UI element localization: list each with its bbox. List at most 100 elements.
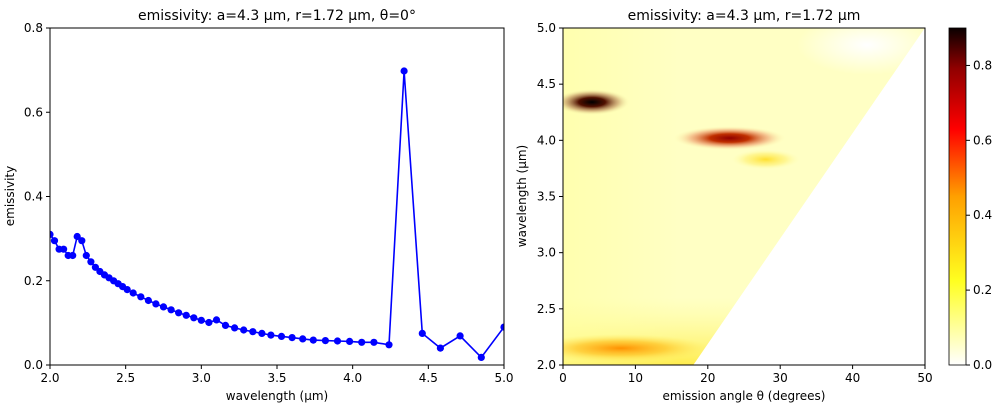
data-point <box>231 324 239 332</box>
data-point <box>167 306 175 314</box>
data-point <box>190 314 198 322</box>
data-point <box>277 332 286 340</box>
colorbar-tick-label: 0.2 <box>973 283 992 297</box>
y-tick-label: 2.5 <box>537 302 556 316</box>
line-chart-title: emissivity: a=4.3 μm, r=1.72 μm, θ=0° <box>138 8 416 24</box>
data-point <box>221 321 230 329</box>
y-tick-label: 0.4 <box>24 190 43 204</box>
emissivity-points <box>50 67 504 361</box>
data-point <box>212 316 221 324</box>
colorbar: 0.0 0.2 0.4 0.6 0.8 <box>948 27 992 372</box>
heatmap-image <box>563 28 925 365</box>
data-point <box>73 232 81 241</box>
y-tick-label: 0.2 <box>24 274 43 288</box>
data-point <box>400 67 408 75</box>
data-point <box>182 311 190 319</box>
data-point <box>197 316 205 324</box>
data-point <box>60 245 68 253</box>
heatmap-frame <box>562 27 926 366</box>
heatmap-ticks: 0 10 20 30 40 50 2.0 2.5 3.0 3.5 4.0 4.5 5.0 <box>537 21 933 385</box>
heatmap-ylabel: wavelength (μm) <box>515 145 529 247</box>
line-chart-xlabel: wavelength (μm) <box>226 389 328 403</box>
y-tick-label: 4.0 <box>537 133 556 147</box>
x-tick-label: 3.5 <box>267 371 286 385</box>
colorbar-tick-label: 0.0 <box>973 358 992 372</box>
data-point <box>205 318 213 327</box>
x-tick-label: 20 <box>700 371 715 385</box>
data-point <box>123 286 131 294</box>
data-point <box>477 353 485 361</box>
y-tick-label: 2.0 <box>537 358 556 372</box>
y-tick-label: 4.5 <box>537 77 556 91</box>
colorbar-gradient <box>948 27 967 366</box>
data-point <box>321 337 329 345</box>
data-point <box>50 237 59 245</box>
x-tick-label: 0 <box>559 371 567 385</box>
data-point <box>258 329 266 337</box>
y-tick-label: 0.8 <box>24 21 43 35</box>
data-point <box>129 289 137 297</box>
heatmap-hotspot <box>563 334 711 363</box>
data-point <box>82 251 90 260</box>
x-tick-label: 5.0 <box>494 371 513 385</box>
x-tick-label: 30 <box>773 371 788 385</box>
colorbar-tick-label: 0.8 <box>973 58 992 72</box>
line-chart: emissivity: a=4.3 μm, r=1.72 μm, θ=0° 2.… <box>3 8 514 403</box>
y-tick-label: 5.0 <box>537 21 556 35</box>
line-chart-ylabel: emissivity <box>3 166 17 227</box>
data-point <box>500 323 504 331</box>
data-point <box>288 334 296 342</box>
heatmap-hotspot <box>673 126 786 151</box>
heatmap-shading-left <box>563 28 679 365</box>
data-point <box>152 300 160 308</box>
data-point <box>267 331 275 339</box>
y-tick-label: 3.0 <box>537 246 556 260</box>
x-tick-label: 4.0 <box>343 371 362 385</box>
heatmap-xlabel: emission angle θ (degrees) <box>663 389 826 403</box>
data-point <box>299 335 307 343</box>
data-point <box>91 263 99 271</box>
data-point <box>358 338 366 346</box>
data-point <box>418 329 426 337</box>
heatmap-chart: emissivity: a=4.3 μm, r=1.72 μm 0 10 20 30 4… <box>515 8 933 403</box>
heatmap-invalid-region <box>693 28 925 365</box>
y-tick-label: 0.6 <box>24 105 43 119</box>
data-point <box>370 338 378 346</box>
data-point <box>175 309 183 317</box>
y-tick-label: 3.5 <box>537 190 556 204</box>
data-point <box>346 337 354 345</box>
x-tick-label: 2.5 <box>116 371 135 385</box>
data-point <box>240 326 248 334</box>
data-point <box>436 344 444 352</box>
heatmap-top-glow <box>797 28 925 75</box>
x-tick-label: 3.0 <box>192 371 211 385</box>
line-chart-ticks: 2.0 2.5 3.0 3.5 4.0 4.5 5.0 0.0 0.2 0.4 0.6 0.8 <box>24 21 514 385</box>
data-point <box>159 303 168 311</box>
data-point <box>333 337 342 345</box>
x-tick-label: 4.5 <box>419 371 438 385</box>
x-tick-label: 50 <box>917 371 932 385</box>
data-point <box>50 230 54 238</box>
data-point <box>249 328 257 336</box>
y-tick-label: 0.0 <box>24 358 43 372</box>
heatmap-hotspot <box>731 149 800 170</box>
x-tick-label: 10 <box>628 371 643 385</box>
colorbar-tick-label: 0.4 <box>973 208 992 222</box>
heatmap-title: emissivity: a=4.3 μm, r=1.72 μm <box>628 8 861 24</box>
data-point <box>87 258 95 266</box>
heatmap-hotspot <box>563 89 630 116</box>
emissivity-line <box>50 70 504 359</box>
colorbar-tick-label: 0.6 <box>973 133 992 147</box>
x-tick-label: 40 <box>845 371 860 385</box>
data-point <box>78 237 86 245</box>
data-point <box>385 341 393 349</box>
colorbar-ticks: 0.0 0.2 0.4 0.6 0.8 <box>966 58 992 372</box>
data-point <box>456 332 464 340</box>
heatmap-hotspots <box>563 89 800 363</box>
data-point <box>137 293 145 301</box>
x-tick-label: 2.0 <box>40 371 59 385</box>
data-point <box>144 296 152 305</box>
data-point <box>309 336 317 344</box>
data-point <box>69 251 77 260</box>
